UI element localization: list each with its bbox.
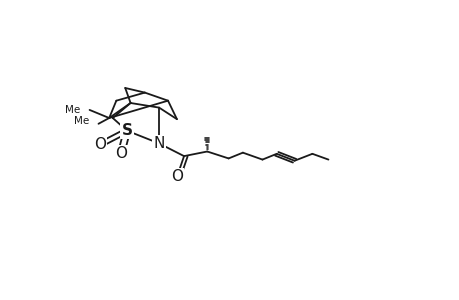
Text: Me: Me (74, 116, 90, 127)
Text: N: N (153, 136, 164, 151)
Text: O: O (94, 137, 106, 152)
Text: O: O (115, 146, 127, 161)
Text: O: O (171, 169, 183, 184)
Text: S: S (121, 123, 132, 138)
Text: Me: Me (65, 105, 80, 115)
